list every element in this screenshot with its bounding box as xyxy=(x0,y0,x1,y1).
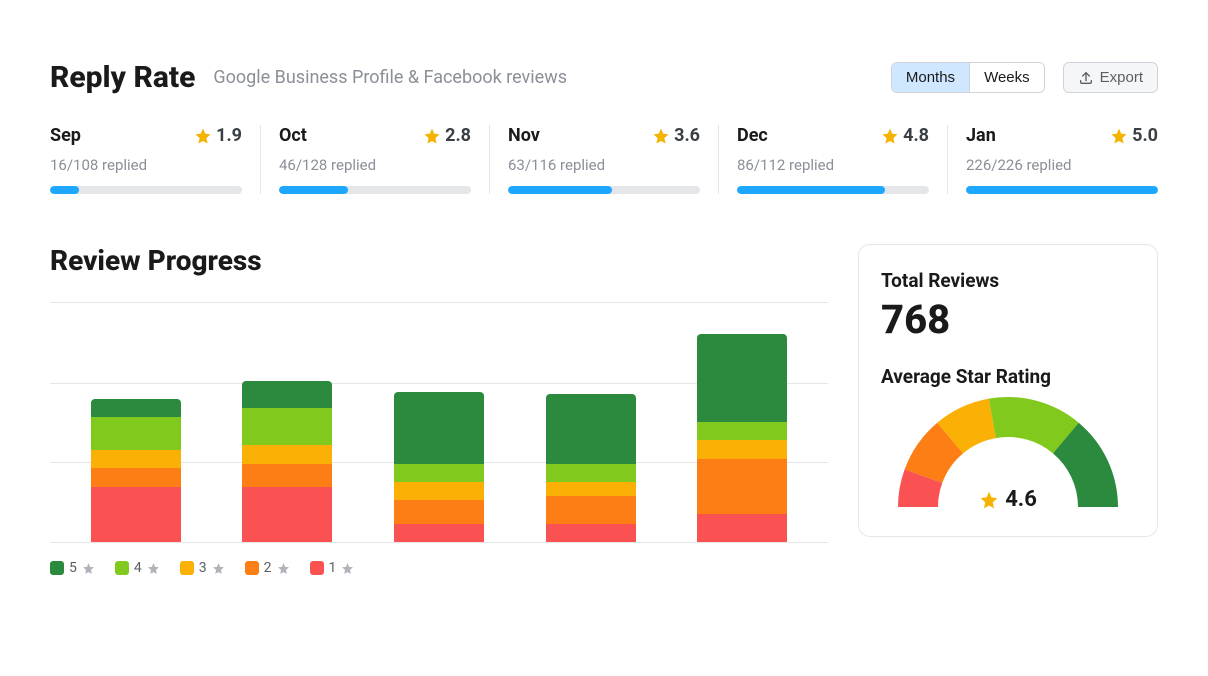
export-label: Export xyxy=(1100,69,1143,86)
star-icon xyxy=(194,127,212,145)
toggle-weeks[interactable]: Weeks xyxy=(969,63,1044,92)
month-rating: 4.8 xyxy=(881,125,929,146)
month-replied: 226/226 replied xyxy=(966,156,1158,174)
reply-progress-bar xyxy=(966,186,1158,194)
legend-item: 2 xyxy=(245,560,290,576)
legend-label: 2 xyxy=(264,560,272,576)
month-card: Dec 4.8 86/112 replied xyxy=(719,125,948,194)
month-name: Sep xyxy=(50,125,81,146)
month-rating: 2.8 xyxy=(423,125,471,146)
toggle-months[interactable]: Months xyxy=(892,63,969,92)
star-icon xyxy=(652,127,670,145)
legend-label: 5 xyxy=(69,560,77,576)
avg-rating-value: 4.6 xyxy=(1005,487,1037,512)
reply-progress-bar xyxy=(279,186,471,194)
chart-bar xyxy=(697,334,787,542)
chart-bar xyxy=(394,392,484,542)
star-icon xyxy=(881,127,899,145)
period-toggle: Months Weeks xyxy=(891,62,1045,93)
reply-progress-bar xyxy=(50,186,242,194)
chart-bar xyxy=(242,381,332,543)
review-progress-section: Review Progress 5 4 3 2 1 xyxy=(50,244,828,576)
month-name: Jan xyxy=(966,125,996,146)
month-card: Nov 3.6 63/116 replied xyxy=(490,125,719,194)
legend-item: 1 xyxy=(310,560,355,576)
star-icon xyxy=(341,562,354,575)
legend-item: 5 xyxy=(50,560,95,576)
star-icon xyxy=(212,562,225,575)
month-rating: 1.9 xyxy=(194,125,242,146)
star-icon xyxy=(82,562,95,575)
months-row: Sep 1.9 16/108 replied Oct 2.8 46/128 replied… xyxy=(50,125,1158,194)
star-icon xyxy=(1110,127,1128,145)
month-replied: 63/116 replied xyxy=(508,156,700,174)
month-rating: 5.0 xyxy=(1110,125,1158,146)
export-button[interactable]: Export xyxy=(1063,62,1158,93)
star-icon xyxy=(147,562,160,575)
star-icon xyxy=(277,562,290,575)
total-reviews-value: 768 xyxy=(881,296,1135,343)
chart-bar xyxy=(546,394,636,542)
star-icon xyxy=(979,490,999,510)
legend-item: 4 xyxy=(115,560,160,576)
avg-rating-label: Average Star Rating xyxy=(881,365,1135,388)
month-name: Dec xyxy=(737,125,768,146)
month-replied: 16/108 replied xyxy=(50,156,242,174)
review-progress-chart xyxy=(50,302,828,542)
month-card: Sep 1.9 16/108 replied xyxy=(50,125,261,194)
bottom-row: Review Progress 5 4 3 2 1 Total Reviews 768 … xyxy=(50,244,1158,576)
legend-label: 4 xyxy=(134,560,142,576)
summary-card: Total Reviews 768 Average Star Rating 4.… xyxy=(858,244,1158,537)
month-replied: 86/112 replied xyxy=(737,156,929,174)
month-name: Oct xyxy=(279,125,307,146)
legend-label: 1 xyxy=(329,560,337,576)
star-icon xyxy=(423,127,441,145)
avg-rating-gauge: 4.6 xyxy=(893,392,1123,512)
month-card: Oct 2.8 46/128 replied xyxy=(261,125,490,194)
month-name: Nov xyxy=(508,125,540,146)
chart-bar xyxy=(91,399,181,542)
legend-item: 3 xyxy=(180,560,225,576)
legend-label: 3 xyxy=(199,560,207,576)
month-card: Jan 5.0 226/226 replied xyxy=(948,125,1158,194)
export-icon xyxy=(1078,70,1094,86)
month-replied: 46/128 replied xyxy=(279,156,471,174)
reply-progress-bar xyxy=(508,186,700,194)
page-subtitle: Google Business Profile & Facebook revie… xyxy=(213,67,873,88)
review-progress-title: Review Progress xyxy=(50,244,828,277)
month-rating: 3.6 xyxy=(652,125,700,146)
chart-legend: 5 4 3 2 1 xyxy=(50,560,828,576)
header: Reply Rate Google Business Profile & Fac… xyxy=(50,60,1158,95)
total-reviews-label: Total Reviews xyxy=(881,269,1135,292)
reply-progress-bar xyxy=(737,186,929,194)
page-title: Reply Rate xyxy=(50,60,195,95)
